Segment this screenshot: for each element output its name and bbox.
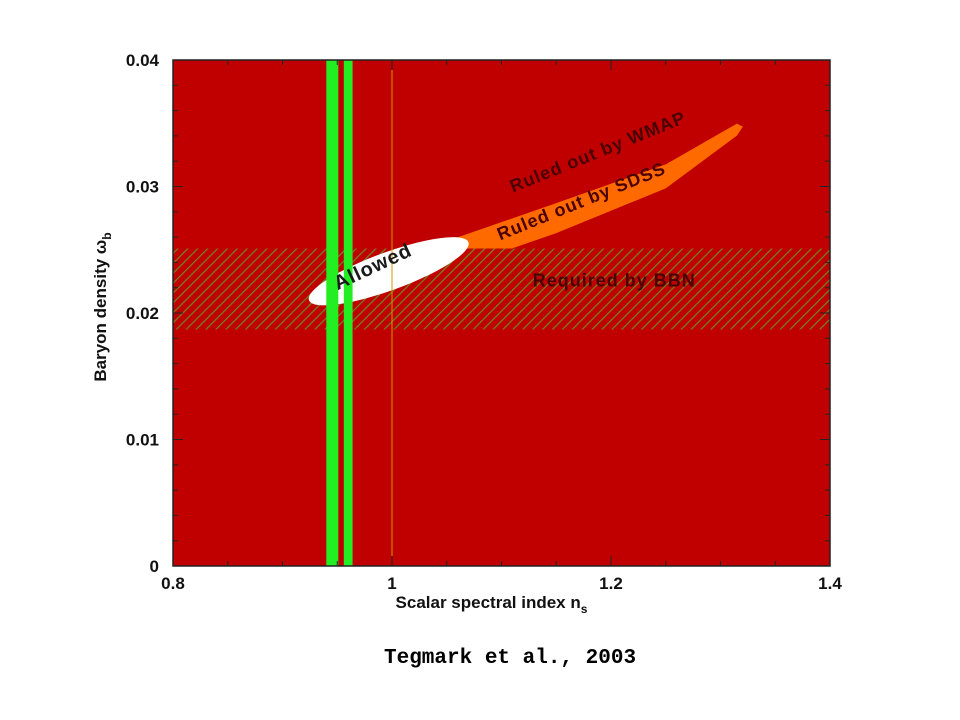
annotation-required-by-bbn: Required by BBN (533, 270, 696, 290)
y-tick-label: 0.02 (126, 304, 159, 323)
green-band-left (326, 60, 339, 566)
y-tick-label: 0 (150, 557, 159, 576)
axis-ticks (172, 59, 831, 567)
y-tick-label: 0.01 (126, 431, 159, 450)
chart: 0.8 1 1.2 1.4 0 0.01 0.02 0.03 0.04 Scalar spect… (91, 51, 842, 616)
x-tick-label: 0.8 (161, 574, 185, 593)
y-tick-label: 0.04 (126, 51, 160, 70)
x-axis-label-main: Scalar spectral index n (396, 593, 581, 612)
x-axis-label: Scalar spectral index ns (396, 593, 588, 616)
x-tick-label: 1 (387, 574, 396, 593)
x-axis-label-subscript: s (581, 602, 588, 616)
x-tick-label: 1.2 (599, 574, 623, 593)
green-band-right (343, 60, 353, 566)
x-tick-label: 1.4 (818, 574, 842, 593)
y-axis-label: Baryon density ωb (91, 232, 114, 381)
citation: Tegmark et al., 2003 (384, 647, 637, 670)
bbn-required-band (173, 248, 830, 330)
y-axis-label-subscript: b (100, 232, 114, 239)
y-tick-label: 0.03 (126, 178, 159, 197)
y-axis-label-main: Baryon density ω (91, 240, 110, 382)
axis-tick-labels: 0.8 1 1.2 1.4 0 0.01 0.02 0.03 0.04 (126, 51, 842, 593)
